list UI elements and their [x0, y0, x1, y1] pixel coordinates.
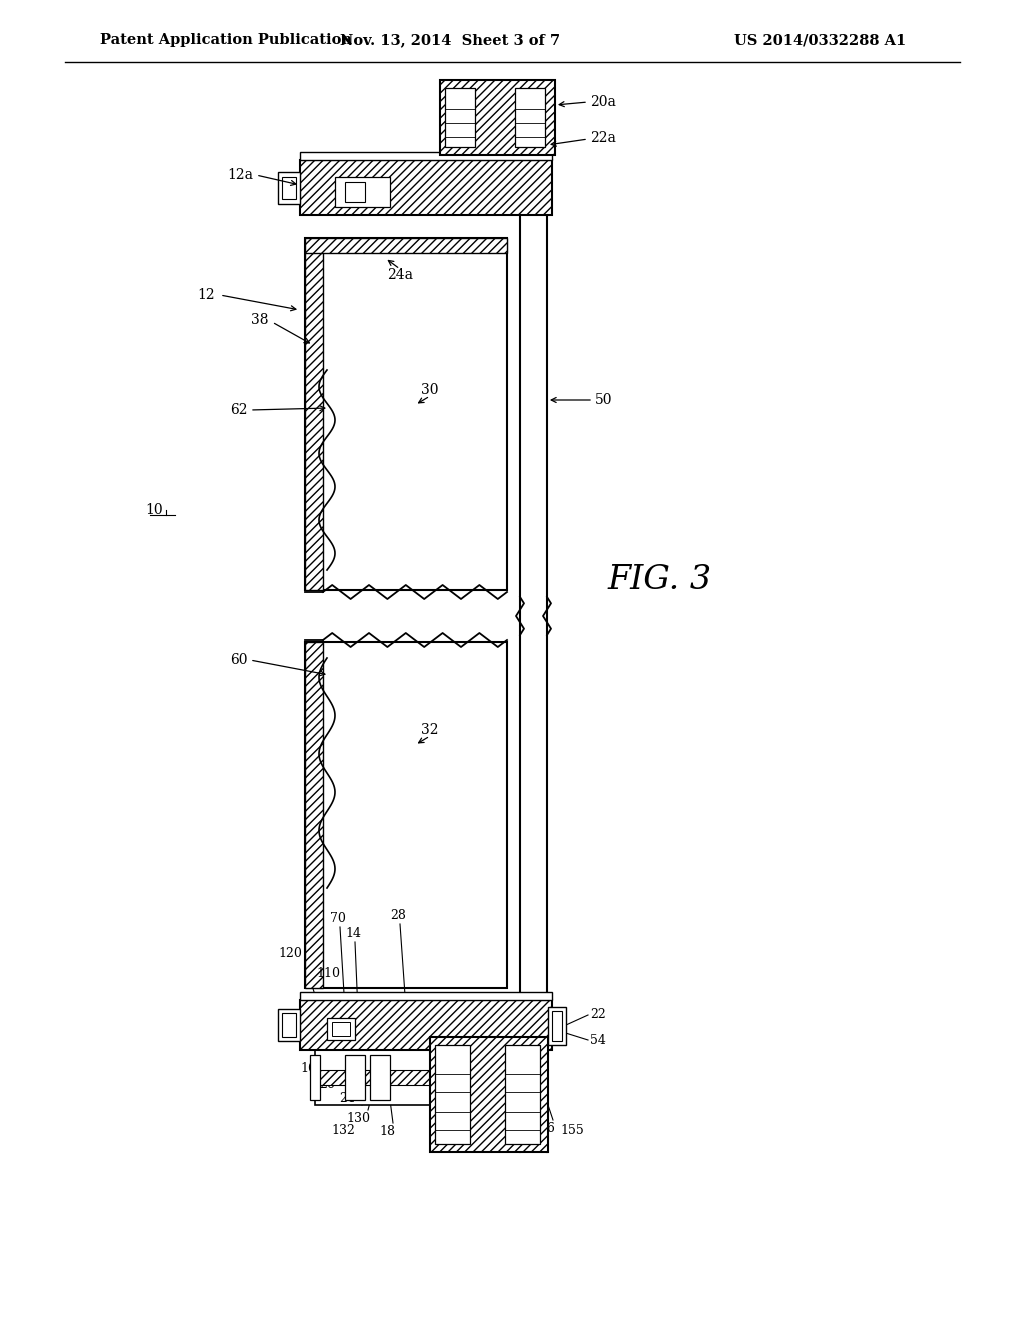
Text: 155: 155 [560, 1125, 584, 1137]
Text: 156: 156 [531, 1122, 555, 1135]
Bar [435, 1045, 470, 1144]
Text: 24a: 24a [387, 268, 413, 282]
Bar [305, 238, 323, 590]
Text: 60: 60 [230, 653, 248, 667]
Text: 22a: 22a [590, 131, 615, 145]
Bar [327, 1018, 355, 1040]
Bar [345, 182, 365, 202]
Text: 28: 28 [390, 909, 406, 921]
Text: 110: 110 [316, 968, 340, 979]
Bar [305, 642, 507, 987]
Text: Nov. 13, 2014  Sheet 3 of 7: Nov. 13, 2014 Sheet 3 of 7 [340, 33, 560, 48]
Text: 12: 12 [198, 288, 215, 302]
Bar [335, 177, 390, 207]
Text: 32: 32 [421, 723, 438, 737]
Text: 18: 18 [379, 1125, 395, 1138]
Bar [315, 1049, 525, 1105]
Bar [430, 1038, 548, 1152]
Text: 70: 70 [330, 912, 346, 925]
Text: 20: 20 [524, 1101, 540, 1114]
Text: 154: 154 [478, 1135, 502, 1148]
Text: 14: 14 [345, 927, 361, 940]
Bar [300, 993, 552, 1001]
Text: 38: 38 [251, 313, 268, 327]
Bar [300, 160, 552, 215]
Text: US 2014/0332288 A1: US 2014/0332288 A1 [734, 33, 906, 48]
Bar [282, 1012, 296, 1038]
Text: 10: 10 [145, 503, 163, 517]
Text: 50: 50 [595, 393, 612, 407]
Bar [552, 1011, 562, 1041]
Text: 20a: 20a [590, 95, 615, 110]
Text: Patent Application Publication: Patent Application Publication [100, 33, 352, 48]
Text: 130: 130 [346, 1111, 370, 1125]
Text: FIG. 3: FIG. 3 [608, 564, 712, 597]
Bar [370, 1055, 390, 1100]
Bar [278, 172, 300, 205]
Text: 62: 62 [230, 403, 248, 417]
Bar [515, 88, 545, 147]
Bar [505, 1045, 540, 1144]
Bar [305, 238, 507, 253]
Bar [300, 1001, 552, 1049]
Bar [310, 1055, 319, 1100]
Text: 30: 30 [421, 383, 438, 397]
Bar [305, 238, 507, 590]
Bar [315, 1071, 525, 1085]
Bar [548, 1007, 566, 1045]
Bar [345, 1055, 365, 1100]
Text: 26: 26 [319, 1078, 335, 1092]
Text: 22: 22 [590, 1008, 606, 1022]
Bar [445, 88, 475, 147]
Bar [332, 1022, 350, 1036]
Text: 16: 16 [300, 1061, 316, 1074]
Bar [278, 1008, 300, 1041]
Text: 132: 132 [331, 1125, 355, 1137]
Bar [440, 81, 555, 154]
Bar [282, 177, 296, 199]
Bar [300, 152, 552, 160]
Text: 12a: 12a [227, 168, 253, 182]
Text: 24: 24 [339, 1092, 355, 1105]
Text: 54: 54 [590, 1034, 606, 1047]
Bar [305, 642, 323, 987]
Text: 120: 120 [279, 946, 302, 960]
